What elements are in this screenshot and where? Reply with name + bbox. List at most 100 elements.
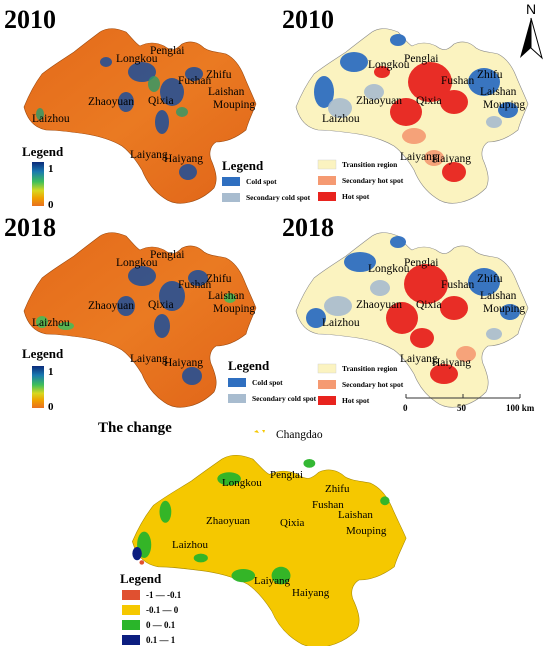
legend-swatch-cold-spot: [228, 378, 246, 387]
legend-label-change-2: -0.1 — 0: [146, 605, 179, 615]
ramp-min-label: 0: [48, 401, 54, 413]
scale-label-50: 50: [457, 403, 467, 413]
legend-swatch-change-4: [122, 635, 140, 645]
legend-swatch-hot-spot: [318, 396, 336, 405]
city-label-changdao: Changdao: [276, 429, 323, 441]
legend-title: Legend: [120, 571, 162, 586]
city-label-longkou: Longkou: [368, 263, 410, 275]
city-label-mouping: Mouping: [213, 99, 255, 111]
city-label-haiyang: Haiyang: [432, 357, 471, 369]
city-label-zhifu: Zhifu: [477, 69, 503, 81]
city-label-zhaoyuan: Zhaoyuan: [206, 515, 250, 527]
index-legend-2018: Legend 1 0: [22, 346, 64, 413]
hotspot-legend-2018: Legend Cold spot Secondary cold spot Tra…: [228, 358, 404, 405]
legend-swatch-cold-spot: [222, 177, 240, 186]
legend-label-cold-spot: Cold spot: [246, 177, 277, 186]
panel-2010-index: 2010 Longkou Penglai Fushan Zhifu Zhaoyu…: [4, 5, 257, 211]
legend-title: Legend: [22, 346, 64, 361]
city-label-zhifu: Zhifu: [325, 483, 350, 495]
legend-label-secondary-hot-spot: Secondary hot spot: [342, 380, 404, 389]
panel-2018-hotspot: 2018: [282, 213, 529, 408]
north-label: N: [526, 1, 536, 17]
city-label-mouping: Mouping: [213, 303, 255, 315]
legend-label-secondary-cold-spot: Secondary cold spot: [252, 394, 317, 403]
legend-swatch-change-3: [122, 620, 140, 630]
city-label-penglai: Penglai: [150, 45, 185, 57]
city-label-haiyang: Haiyang: [432, 153, 471, 165]
legend-title: Legend: [222, 158, 264, 173]
legend-label-hot-spot: Hot spot: [342, 396, 370, 405]
legend-label-transition: Transition region: [342, 160, 398, 169]
city-label-laizhou: Laizhou: [32, 113, 70, 125]
city-label-qixia: Qixia: [416, 299, 442, 311]
map-change: [131, 454, 407, 646]
city-label-penglai: Penglai: [404, 257, 439, 269]
city-label-laiyang: Laiyang: [130, 149, 168, 161]
legend-swatch-secondary-cold-spot: [228, 394, 246, 403]
city-label-laizhou: Laizhou: [32, 317, 70, 329]
city-label-laizhou: Laizhou: [322, 113, 360, 125]
north-arrow: N: [520, 1, 543, 60]
legend-swatch-change-1: [122, 590, 140, 600]
city-label-mouping: Mouping: [346, 525, 387, 537]
legend-label-secondary-hot-spot: Secondary hot spot: [342, 176, 404, 185]
city-label-laishan: Laishan: [480, 290, 517, 302]
legend-swatch-change-2: [122, 605, 140, 615]
city-label-laiyang: Laiyang: [400, 353, 438, 365]
city-label-mouping: Mouping: [483, 303, 525, 315]
map-2018-hotspot: [295, 232, 529, 408]
city-label-fushan: Fushan: [178, 279, 211, 291]
ramp-min-label: 0: [48, 199, 54, 211]
city-label-zhifu: Zhifu: [206, 273, 232, 285]
legend-label-hot-spot: Hot spot: [342, 192, 370, 201]
city-label-longkou: Longkou: [368, 59, 410, 71]
map-2010-hotspot: [295, 28, 529, 204]
city-label-zhaoyuan: Zhaoyuan: [356, 299, 402, 311]
city-label-zhaoyuan: Zhaoyuan: [88, 96, 134, 108]
hotspot-legend-2010: Legend Cold spot Secondary cold spot Tra…: [222, 158, 404, 202]
city-label-laizhou: Laizhou: [172, 539, 209, 551]
legend-label-cold-spot: Cold spot: [252, 378, 283, 387]
change-title: The change: [98, 420, 172, 436]
legend-swatch-transition: [317, 159, 337, 170]
ramp-max-label: 1: [48, 163, 54, 175]
city-label-fushan: Fushan: [312, 499, 344, 511]
city-label-penglai: Penglai: [404, 53, 439, 65]
city-label-qixia: Qixia: [280, 517, 305, 529]
city-label-penglai: Penglai: [150, 249, 185, 261]
city-label-qixia: Qixia: [148, 299, 174, 311]
legend-label-change-1: -1 — -0.1: [146, 590, 182, 600]
city-label-fushan: Fushan: [441, 75, 474, 87]
legend-swatch-hot-spot: [318, 192, 336, 201]
color-ramp: [32, 162, 44, 206]
ramp-max-label: 1: [48, 366, 54, 378]
city-label-mouping: Mouping: [483, 99, 525, 111]
city-label-longkou: Longkou: [116, 257, 158, 269]
year-label-2010-index: 2010: [4, 5, 56, 34]
map-2010-index: [23, 28, 257, 204]
map-2018-index: [23, 232, 257, 408]
scale-label-100km: 100 km: [506, 403, 535, 413]
color-ramp: [32, 366, 44, 408]
index-legend-2010: Legend 1 0: [22, 144, 64, 211]
city-label-laizhou: Laizhou: [322, 317, 360, 329]
legend-title: Legend: [22, 144, 64, 159]
city-label-laiyang: Laiyang: [400, 151, 438, 163]
city-label-fushan: Fushan: [441, 279, 474, 291]
scale-bar: 0 50 100 km: [403, 394, 535, 413]
city-label-penglai: Penglai: [270, 469, 303, 481]
city-label-haiyang: Haiyang: [164, 153, 203, 165]
panel-change: The change Changdao Longkou Pengla: [98, 420, 407, 646]
city-label-zhaoyuan: Zhaoyuan: [88, 300, 134, 312]
city-label-laiyang: Laiyang: [130, 353, 168, 365]
legend-swatch-secondary-hot-spot: [318, 380, 336, 389]
city-label-haiyang: Haiyang: [292, 587, 330, 599]
city-label-haiyang: Haiyang: [164, 357, 203, 369]
legend-swatch-secondary-hot-spot: [318, 176, 336, 185]
city-label-longkou: Longkou: [116, 53, 158, 65]
legend-title: Legend: [228, 358, 270, 373]
north-arrow-icon: [520, 18, 531, 58]
scale-label-0: 0: [403, 403, 408, 413]
city-label-zhifu: Zhifu: [206, 69, 232, 81]
change-legend: Legend -1 — -0.1 -0.1 — 0 0 — 0.1 0.1 — …: [120, 571, 182, 645]
